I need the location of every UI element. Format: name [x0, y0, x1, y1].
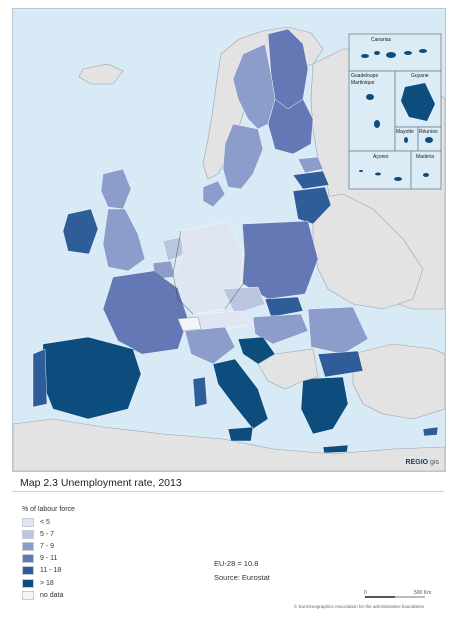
inset-canarias-islands [361, 49, 427, 58]
inset-label-martinique: Martinique [351, 80, 375, 86]
region-denmark [202, 180, 226, 208]
legend-item: no data [22, 589, 162, 601]
legend-swatch [22, 554, 34, 564]
scale-bar: 0 500 Km [362, 588, 432, 608]
region-portugal [32, 348, 48, 408]
legend-swatch [22, 541, 34, 551]
inset-madeira-island [423, 173, 429, 177]
legend-label: 7 - 9 [40, 542, 55, 550]
inset-label-guyane: Guyane [411, 73, 429, 79]
inset-guadeloupe-box [348, 70, 396, 152]
europe-map [13, 26, 445, 471]
region-uk-england [102, 208, 146, 272]
region-sardinia [192, 376, 208, 408]
eu-average-note: EU-28 = 10.8 [214, 559, 259, 568]
region-italy-north [184, 326, 236, 365]
inset-madeira-box [410, 150, 442, 190]
legend-title: % of labour force [22, 506, 75, 513]
region-hungary [252, 313, 309, 345]
regio-gis-logo: REGIO gis [406, 459, 439, 466]
brand-name: REGIO [405, 459, 429, 466]
legend-label: < 5 [40, 518, 50, 526]
region-spain [40, 336, 142, 420]
scale-bar-segment-2 [395, 596, 425, 598]
region-romania [307, 306, 369, 355]
legend-rows: < 5 5 - 7 7 - 9 9 - 11 11 - 18 > 18 no data [22, 516, 162, 601]
region-slovakia [264, 296, 304, 318]
brand-suffix: gis [430, 459, 439, 466]
copyright-note: © EuroGeographics Association for the ad… [294, 604, 425, 609]
legend-swatch [22, 578, 34, 588]
region-lithuania [292, 186, 332, 225]
inset-label-reunion: Réunion [419, 129, 438, 135]
legend-label: no data [40, 591, 64, 599]
region-estonia [297, 156, 324, 174]
region-switzerland [177, 316, 202, 332]
inset-label-acores: Açores [373, 154, 389, 160]
inset-label-mayotte: Mayotte [396, 129, 414, 135]
region-italy-south [212, 358, 269, 430]
legend-swatch [22, 590, 34, 600]
inset-acores-islands [359, 170, 402, 181]
region-crete [322, 444, 349, 454]
region-balkans-nonmember [257, 348, 319, 390]
scale-distance-label: 500 Km [414, 590, 431, 596]
region-uk-scotland [100, 168, 132, 210]
region-finland-south [267, 98, 314, 155]
inset-mayotte-land [404, 137, 408, 143]
inset-guyane-land [401, 83, 435, 121]
map-title: Map 2.3 Unemployment rate, 2013 [20, 477, 182, 489]
source-note: Source: Eurostat [214, 573, 270, 582]
inset-label-canarias: Canarias [371, 37, 392, 43]
region-czechia [222, 286, 266, 315]
region-sweden-south [222, 123, 264, 190]
legend-item: > 18 [22, 577, 162, 589]
legend-item: < 5 [22, 516, 162, 528]
legend-swatch [22, 529, 34, 539]
legend-item: 9 - 11 [22, 553, 162, 565]
inset-label-guadeloupe: Guadeloupe [351, 73, 379, 79]
region-sicily [227, 426, 254, 442]
scale-zero-label: 0 [364, 590, 367, 596]
map-panel: Canarias Guadeloupe Martinique Guyane Ma… [12, 8, 446, 472]
land-north-africa [13, 418, 445, 471]
land-ukraine-belarus [312, 193, 424, 310]
legend-item: 7 - 9 [22, 540, 162, 552]
inset-canarias-box [348, 33, 442, 72]
legend-item: 11 - 18 [22, 565, 162, 577]
inset-acores-box [348, 150, 412, 190]
region-sweden-north [232, 43, 276, 130]
legend: % of labour force < 5 5 - 7 7 - 9 9 - 11 11 … [22, 506, 162, 601]
legend-label: 11 - 18 [40, 567, 62, 575]
region-latvia [292, 170, 330, 190]
national-borders [132, 223, 246, 355]
region-cyprus [422, 426, 439, 437]
scale-bar-graphic: 0 500 Km [364, 590, 431, 598]
inset-label-madeira: Madeira [416, 154, 435, 160]
region-bulgaria [317, 350, 364, 378]
legend-item: 5 - 7 [22, 528, 162, 540]
inset-reunion-land [425, 137, 433, 143]
map-caption-bar: Map 2.3 Unemployment rate, 2013 [12, 471, 444, 492]
scale-bar-segment-1 [365, 596, 395, 598]
legend-label: 5 - 7 [40, 530, 55, 538]
legend-swatch [22, 566, 34, 576]
land-iceland [78, 63, 124, 85]
inset-guadeloupe-islands [366, 94, 380, 128]
legend-label: 9 - 11 [40, 555, 58, 563]
legend-swatch [22, 517, 34, 527]
legend-label: > 18 [40, 579, 54, 587]
region-greece [300, 376, 349, 435]
land-turkey [352, 343, 445, 420]
region-ireland [62, 208, 99, 255]
